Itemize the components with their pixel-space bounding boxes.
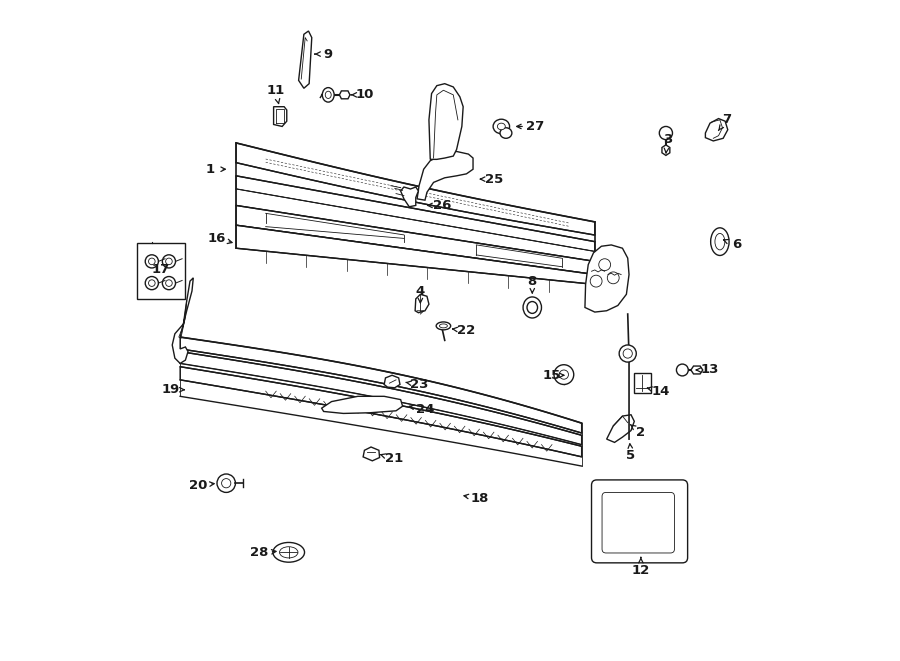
Text: 3: 3: [662, 133, 671, 146]
Text: 2: 2: [636, 426, 645, 439]
Ellipse shape: [439, 324, 447, 328]
Polygon shape: [607, 414, 634, 442]
Circle shape: [145, 276, 158, 290]
Circle shape: [623, 349, 633, 358]
Circle shape: [554, 365, 573, 385]
Text: 7: 7: [722, 114, 731, 126]
Text: 16: 16: [207, 232, 226, 245]
Ellipse shape: [711, 228, 729, 255]
Ellipse shape: [715, 233, 724, 250]
Circle shape: [217, 474, 236, 492]
Polygon shape: [236, 143, 595, 235]
Polygon shape: [339, 91, 350, 98]
Text: 6: 6: [732, 239, 741, 251]
Polygon shape: [236, 206, 595, 274]
Polygon shape: [299, 31, 311, 89]
Polygon shape: [706, 118, 728, 141]
Text: 1: 1: [205, 163, 214, 176]
Circle shape: [598, 258, 610, 270]
Polygon shape: [180, 367, 581, 457]
Circle shape: [148, 258, 155, 264]
Text: 4: 4: [416, 284, 425, 297]
Text: 9: 9: [324, 48, 333, 61]
Polygon shape: [363, 447, 380, 461]
Polygon shape: [662, 145, 670, 155]
Text: 21: 21: [385, 452, 403, 465]
Text: 24: 24: [416, 403, 434, 416]
Polygon shape: [172, 278, 194, 364]
Text: 17: 17: [151, 264, 169, 276]
Text: 10: 10: [356, 89, 373, 101]
Ellipse shape: [500, 128, 512, 138]
Polygon shape: [585, 245, 629, 312]
Circle shape: [162, 276, 176, 290]
Ellipse shape: [436, 322, 451, 330]
Circle shape: [221, 479, 230, 488]
Ellipse shape: [523, 297, 542, 318]
Text: 27: 27: [526, 120, 544, 133]
Text: 14: 14: [652, 385, 670, 397]
Circle shape: [166, 280, 172, 286]
Polygon shape: [691, 366, 703, 374]
Polygon shape: [236, 176, 595, 252]
Polygon shape: [236, 225, 595, 284]
Circle shape: [559, 370, 569, 379]
Bar: [634, 373, 651, 393]
Text: 11: 11: [266, 84, 284, 97]
Text: 15: 15: [543, 369, 561, 382]
Text: 19: 19: [161, 383, 179, 396]
Circle shape: [145, 254, 158, 268]
Text: 25: 25: [485, 173, 503, 186]
Ellipse shape: [527, 301, 537, 313]
Circle shape: [148, 280, 155, 286]
Polygon shape: [274, 106, 287, 126]
Circle shape: [590, 275, 602, 287]
Text: 26: 26: [433, 199, 451, 212]
Text: 22: 22: [457, 324, 475, 337]
Polygon shape: [180, 337, 581, 433]
Ellipse shape: [322, 88, 334, 102]
Text: 5: 5: [626, 449, 635, 462]
Circle shape: [162, 254, 176, 268]
Ellipse shape: [493, 119, 509, 134]
Text: 12: 12: [632, 564, 650, 577]
FancyBboxPatch shape: [602, 492, 674, 553]
Polygon shape: [180, 352, 581, 445]
Circle shape: [660, 126, 672, 139]
Ellipse shape: [325, 91, 331, 98]
Polygon shape: [417, 151, 473, 200]
Polygon shape: [236, 189, 595, 261]
Circle shape: [166, 258, 172, 264]
Polygon shape: [384, 375, 400, 388]
Circle shape: [619, 345, 636, 362]
Text: 20: 20: [189, 479, 208, 492]
Ellipse shape: [498, 123, 505, 130]
Polygon shape: [321, 397, 402, 413]
Text: 28: 28: [250, 547, 268, 559]
FancyBboxPatch shape: [591, 480, 688, 563]
Ellipse shape: [273, 543, 304, 563]
Text: 18: 18: [471, 492, 489, 505]
Polygon shape: [429, 84, 464, 159]
Polygon shape: [400, 187, 418, 207]
Text: 23: 23: [410, 378, 428, 391]
Ellipse shape: [280, 547, 298, 558]
Circle shape: [608, 272, 619, 284]
Bar: [138, 243, 184, 299]
Circle shape: [677, 364, 688, 376]
Polygon shape: [415, 294, 429, 313]
Text: 8: 8: [527, 274, 537, 288]
Text: 13: 13: [701, 364, 719, 377]
